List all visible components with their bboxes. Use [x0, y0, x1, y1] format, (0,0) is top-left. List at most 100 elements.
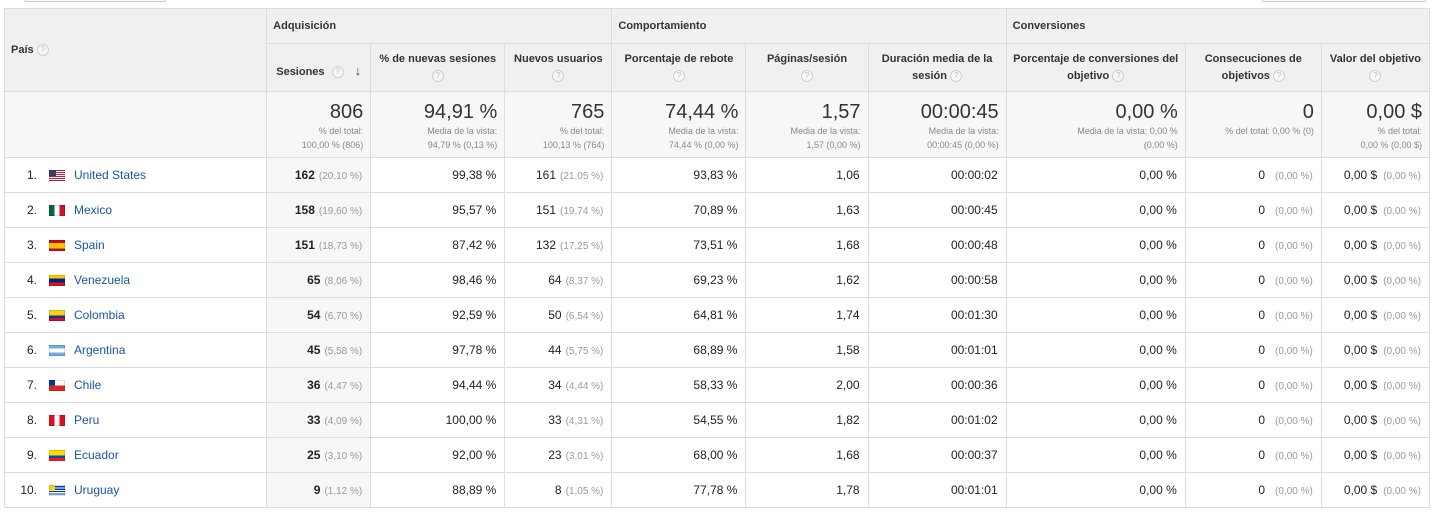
toolbar-control-right[interactable] — [1262, 0, 1426, 2]
column-label: Páginas/sesión — [766, 52, 848, 65]
report-table: País ? Adquisición Comportamiento Conver… — [3, 8, 1431, 508]
goal-value-pct: (0,00 %) — [1383, 381, 1421, 392]
total-sub: % del total: 0,00 % (0) — [1225, 126, 1314, 136]
sort-descending-icon[interactable]: ↓ — [354, 63, 362, 78]
total-sub: % del total: — [559, 126, 605, 136]
row-index: 7. — [26, 378, 37, 392]
new-users-value: 44 — [548, 343, 562, 357]
column-header-new-sessions-pct[interactable]: % de nuevas sesiones? — [370, 43, 506, 92]
column-header-country[interactable]: País ? — [3, 8, 268, 92]
table-row[interactable]: 6. Argentina 45 (5,58 %) 97,78 % 44 (5,75 %… — [3, 332, 1431, 368]
total-value: 0 — [1302, 101, 1314, 123]
table-row[interactable]: 5. Colombia 54 (6,70 %) 92,59 % 50 (6,54 %)… — [3, 297, 1431, 333]
flag-icon — [49, 345, 65, 357]
help-icon[interactable]: ? — [331, 66, 344, 79]
total-value: 765 — [571, 101, 605, 123]
country-link[interactable]: Chile — [74, 378, 102, 392]
goal-value-value: 0,00 $ — [1343, 343, 1378, 357]
total-sub: 100,00 % (806) — [301, 140, 364, 150]
goal-completions-pct: (0,00 %) — [1275, 171, 1313, 182]
flag-icon — [49, 380, 65, 392]
cell-bounce-rate: 64,81 % — [611, 297, 747, 333]
sessions-pct: (1,12 %) — [324, 486, 363, 497]
column-label: % de nuevas sesiones — [379, 52, 497, 65]
cell-goal-value: 0,00 $ (0,00 %) — [1320, 402, 1431, 438]
cell-new-sessions-pct: 100,00 % — [370, 402, 506, 438]
country-link[interactable]: Spain — [74, 238, 105, 252]
help-icon[interactable]: ? — [950, 69, 963, 82]
column-header-goal-completions[interactable]: Consecuciones de objetivos ? — [1184, 43, 1322, 92]
help-icon[interactable]: ? — [1272, 69, 1285, 82]
new-users-pct: (4,31 %) — [565, 416, 604, 427]
total-sub: Media de la vista: — [790, 126, 861, 136]
help-icon[interactable]: ? — [431, 69, 444, 82]
table-row[interactable]: 1. United States 162 (20,10 %) 99,38 % 161… — [3, 157, 1431, 193]
table-row[interactable]: 9. Ecuador 25 (3,10 %) 92,00 % 23 (3,01 %) … — [3, 437, 1431, 473]
new-users-value: 161 — [536, 168, 557, 182]
total-goal-conv-rate: 0,00 % Media de la vista: 0,00 % (0,00 %) — [1005, 91, 1186, 158]
country-link[interactable]: Colombia — [74, 308, 125, 322]
sessions-value: 25 — [307, 448, 321, 462]
cell-country: 6. Argentina — [3, 332, 268, 368]
cell-avg-duration: 00:00:58 — [867, 262, 1007, 298]
row-index: 3. — [26, 238, 37, 252]
column-header-bounce-rate[interactable]: Porcentaje de rebote? — [611, 43, 747, 92]
cell-new-sessions-pct: 97,78 % — [370, 332, 506, 368]
cell-pages-session: 1,63 — [745, 192, 869, 228]
new-users-value: 33 — [548, 413, 562, 427]
flag-icon — [49, 310, 65, 322]
help-icon[interactable]: ? — [36, 44, 49, 57]
column-header-goal-conv-rate[interactable]: Porcentaje de conversiones del objetivo … — [1005, 43, 1186, 92]
cell-goal-conv-rate: 0,00 % — [1005, 472, 1186, 508]
country-link[interactable]: Uruguay — [74, 483, 120, 497]
total-bounce-rate: 74,44 % Media de la vista: 74,44 % (0,00 %… — [611, 91, 747, 158]
sessions-value: 151 — [294, 238, 315, 252]
column-header-sessions[interactable]: Sesiones ? ↓ — [266, 43, 372, 92]
table-row[interactable]: 4. Venezuela 65 (8,06 %) 98,46 % 64 (8,37 %… — [3, 262, 1431, 298]
table-row[interactable]: 10. Uruguay 9 (1,12 %) 88,89 % 8 (1,05 %) 7… — [3, 472, 1431, 508]
column-header-goal-value[interactable]: Valor del objetivo ? — [1320, 43, 1431, 92]
goal-value-value: 0,00 $ — [1343, 168, 1378, 182]
total-value: 1,57 — [821, 101, 861, 123]
column-header-new-users[interactable]: Nuevos usuarios? — [504, 43, 613, 92]
column-header-pages-session[interactable]: Páginas/sesión? — [745, 43, 869, 92]
help-icon[interactable]: ? — [552, 69, 565, 82]
help-icon[interactable]: ? — [801, 69, 813, 82]
cell-goal-completions: 0 (0,00 %) — [1184, 402, 1322, 438]
toolbar-control-left[interactable] — [24, 0, 166, 2]
cell-country: 4. Venezuela — [3, 262, 268, 298]
country-link[interactable]: Venezuela — [74, 273, 131, 287]
country-link[interactable]: Peru — [74, 413, 100, 427]
column-label: Consecuciones de objetivos — [1204, 52, 1302, 82]
help-icon[interactable]: ? — [1112, 69, 1125, 82]
sessions-value: 54 — [307, 308, 321, 322]
cell-sessions: 25 (3,10 %) — [266, 437, 372, 473]
country-link[interactable]: Argentina — [74, 343, 126, 357]
cell-avg-duration: 00:01:01 — [867, 472, 1007, 508]
cell-sessions: 36 (4,47 %) — [266, 367, 372, 403]
cell-goal-completions: 0 (0,00 %) — [1184, 437, 1322, 473]
total-sub: 1,57 (0,00 %) — [806, 140, 861, 150]
country-link[interactable]: Mexico — [74, 203, 113, 217]
total-new-users: 765 % del total: 100,13 % (764) — [504, 91, 613, 158]
total-sub: Media de la vista: 0,00 % — [1077, 126, 1178, 136]
table-row[interactable]: 3. Spain 151 (18,73 %) 87,42 % 132 (17,25 %… — [3, 227, 1431, 263]
table-row[interactable]: 2. Mexico 158 (19,60 %) 95,57 % 151 (19,74 … — [3, 192, 1431, 228]
goal-completions-pct: (0,00 %) — [1275, 486, 1313, 497]
cell-new-users: 132 (17,25 %) — [504, 227, 613, 263]
cell-new-sessions-pct: 99,38 % — [370, 157, 506, 193]
cell-country: 7. Chile — [3, 367, 268, 403]
help-icon[interactable]: ? — [1369, 69, 1382, 82]
cell-goal-conv-rate: 0,00 % — [1005, 402, 1186, 438]
sessions-pct: (8,06 %) — [324, 276, 363, 287]
cell-goal-completions: 0 (0,00 %) — [1184, 227, 1322, 263]
help-icon[interactable]: ? — [672, 69, 685, 82]
column-header-avg-duration[interactable]: Duración media de la sesión ? — [867, 43, 1007, 92]
goal-value-value: 0,00 $ — [1343, 378, 1378, 392]
country-link[interactable]: United States — [74, 168, 147, 182]
table-row[interactable]: 8. Peru 33 (4,09 %) 100,00 % 33 (4,31 %) 54… — [3, 402, 1431, 438]
country-link[interactable]: Ecuador — [74, 448, 119, 462]
cell-sessions: 54 (6,70 %) — [266, 297, 372, 333]
total-sub: Media de la vista: — [928, 126, 999, 136]
table-row[interactable]: 7. Chile 36 (4,47 %) 94,44 % 34 (4,44 %) 58… — [3, 367, 1431, 403]
